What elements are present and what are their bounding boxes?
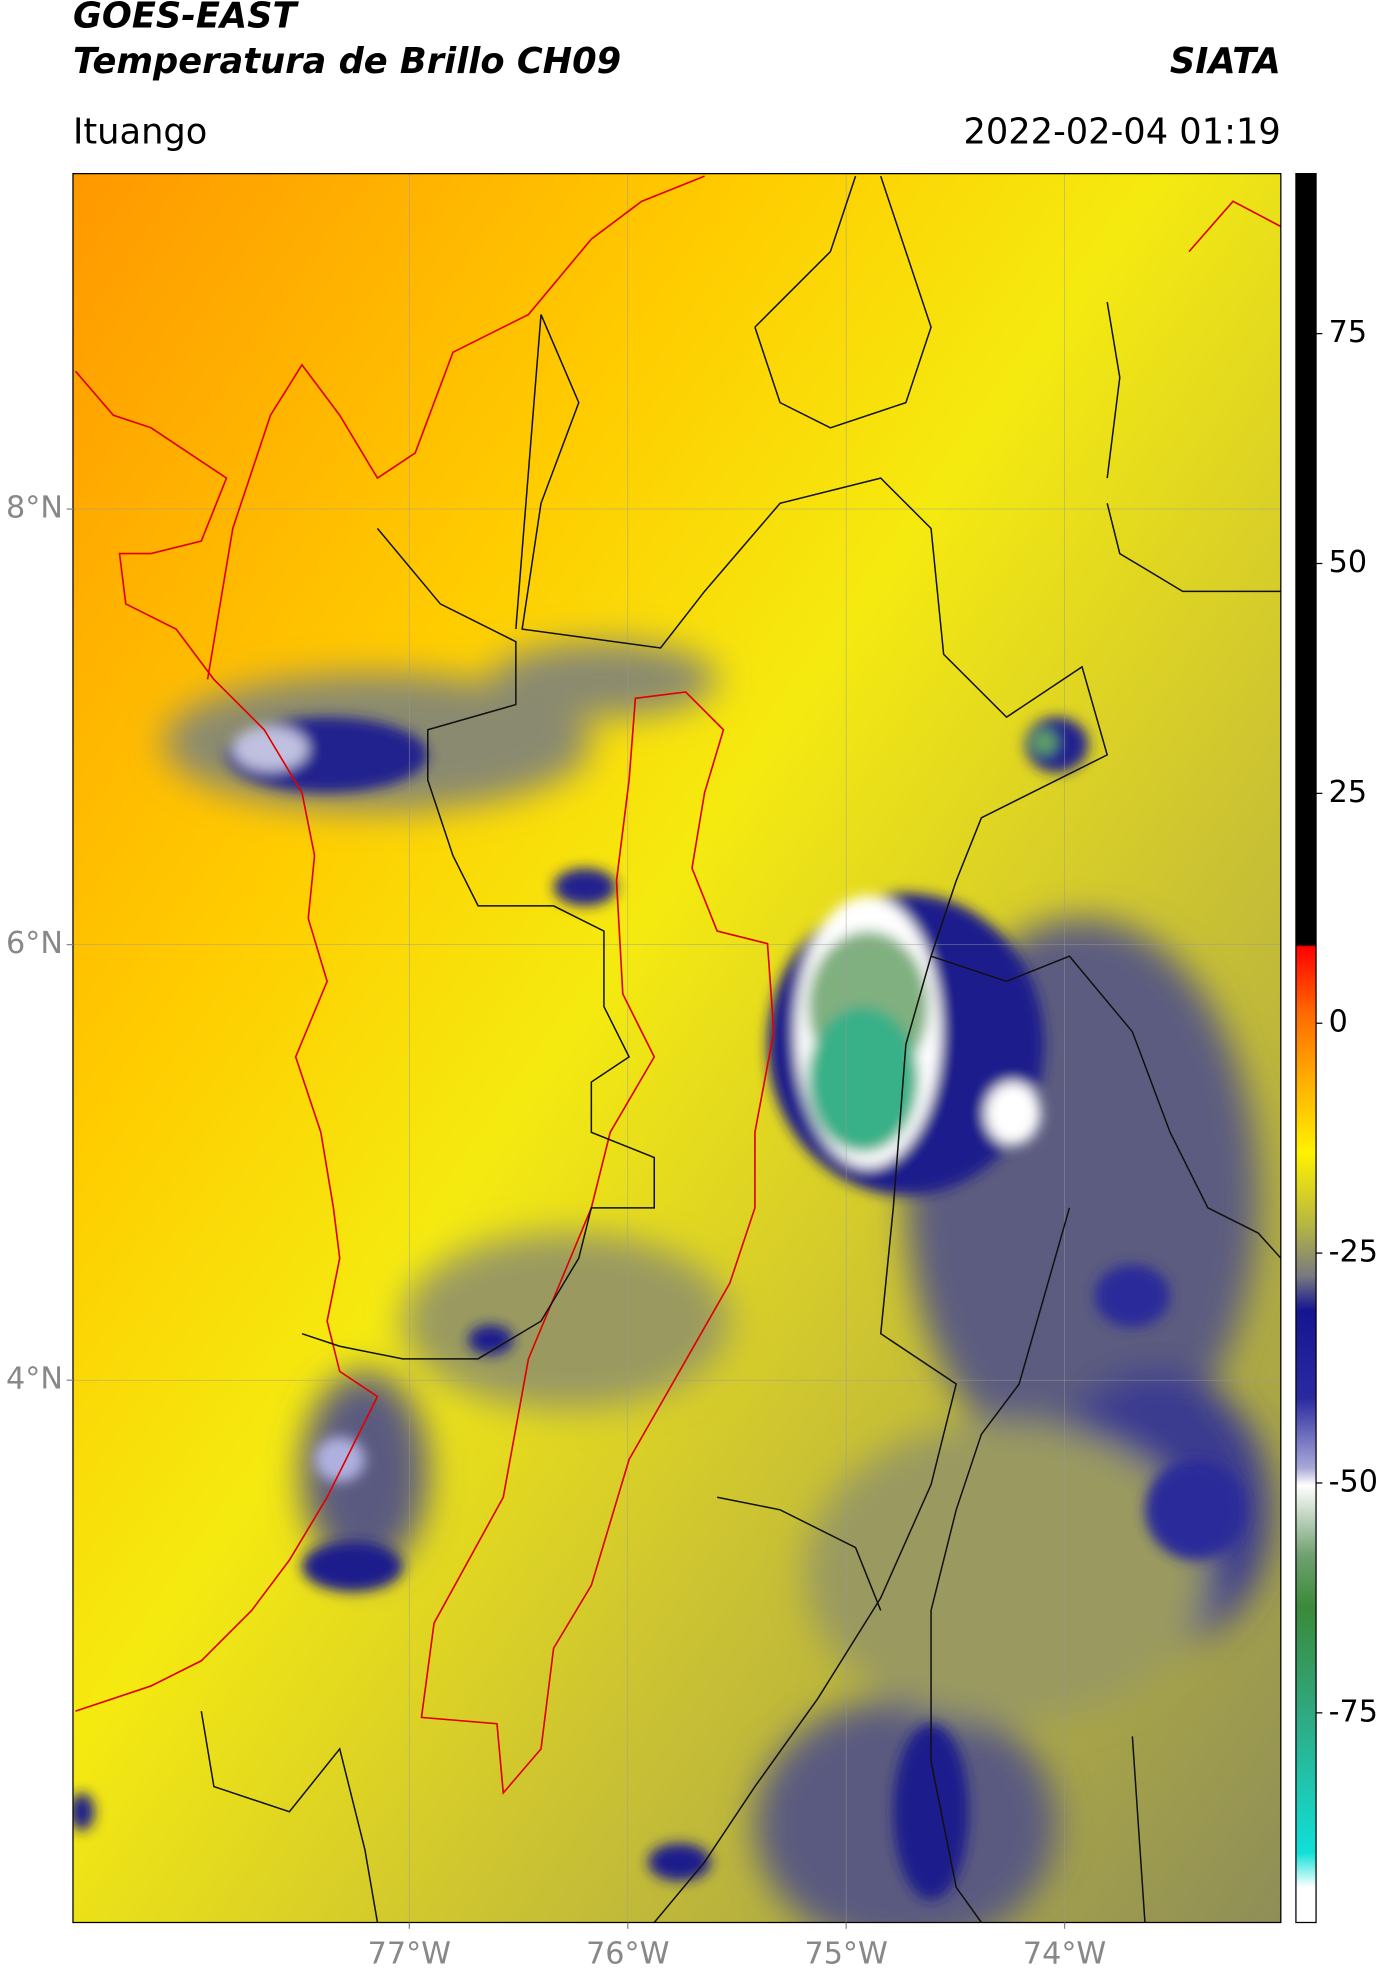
source: SIATA [1170,41,1281,82]
y-tick-label: 8°N [6,491,63,526]
graticule [72,173,1281,1923]
y-tick-label: 6°N [6,926,63,961]
colorbar-tick-label: -25 [1329,1235,1378,1270]
admin-border [515,314,1109,1923]
x-tick-label: 76°W [586,1937,669,1972]
x-tick-label: 75°W [804,1937,887,1972]
coastline [74,370,379,1712]
x-tick-label: 74°W [1023,1937,1106,1972]
admin-border [200,175,1281,1923]
border [1188,200,1281,253]
map-frame [72,172,1282,1924]
subtitle: Temperatura de Brillo CH09 [73,41,621,82]
admin-border [301,527,656,1360]
colorbar-tick-label: 50 [1329,545,1367,580]
title: GOES-EAST [73,0,300,37]
cloud-field [163,641,1271,1923]
coastline [206,175,705,680]
ticks: 77°W 76°W 75°W 74°W 8°N 6°N 4°N 75 50 25 0 -25 -50 -7… [6,315,1378,1972]
colorbar-tick-label: 0 [1329,1005,1348,1040]
map-area [72,173,1281,1923]
colorbar-tick-label: 25 [1329,775,1367,810]
location: Ituango [73,111,207,152]
colorbar-tick-label: -50 [1329,1464,1378,1499]
x-tick-label: 77°W [368,1937,451,1972]
colorbar-tick-label: 75 [1329,315,1367,350]
y-tick-label: 4°N [6,1362,63,1397]
timestamp: 2022-02-04 01:19 [963,111,1280,152]
region-border [420,691,775,1795]
colorbar-tick-label: -75 [1329,1694,1378,1729]
colorbar [1295,172,1317,1924]
